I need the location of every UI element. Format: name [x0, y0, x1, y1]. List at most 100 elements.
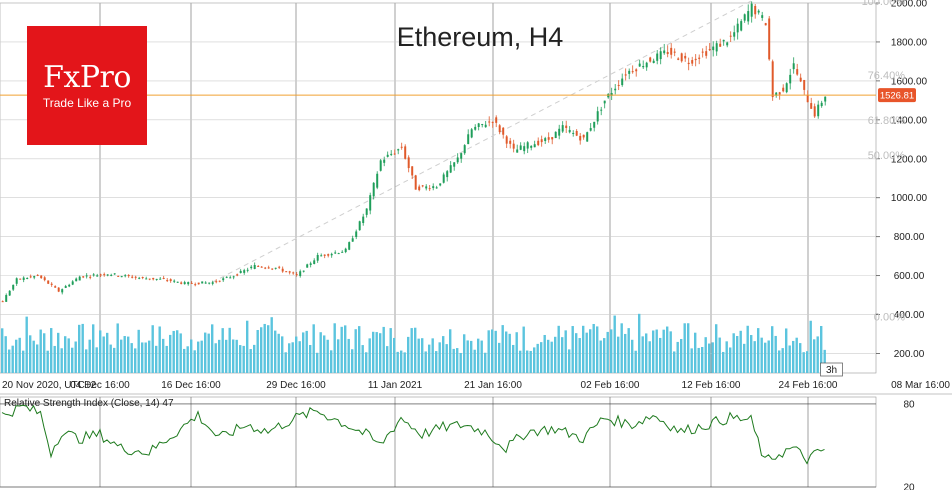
volume-bar [354, 329, 357, 373]
candle-body [26, 278, 29, 280]
volume-bar [599, 340, 602, 373]
candle-body [362, 216, 365, 224]
candle-body [330, 253, 333, 256]
candle-body [278, 266, 281, 268]
volume-bar [582, 325, 585, 373]
candle-body [127, 274, 130, 277]
candle-body [288, 271, 291, 273]
volume-bar [414, 327, 417, 373]
candle-body [761, 15, 764, 18]
candle-body [208, 282, 211, 284]
volume-bar [197, 341, 200, 373]
volume-bar [550, 341, 553, 373]
candle-body [5, 295, 8, 302]
candle-body [750, 3, 753, 17]
y-tick-label: 1800.00 [891, 37, 928, 48]
candle-body [257, 265, 260, 267]
volume-bar [221, 328, 224, 373]
candle-body [477, 123, 480, 128]
candle-body [372, 182, 375, 197]
candle-body [460, 153, 463, 159]
candle-body [316, 254, 319, 261]
candle-body [358, 221, 361, 231]
volume-bar [274, 330, 277, 373]
candle-body [624, 74, 627, 76]
volume-bar [368, 338, 371, 373]
candle-body [124, 275, 127, 277]
volume-bar [669, 331, 672, 373]
candle-body [712, 46, 715, 51]
volume-bar [711, 342, 714, 373]
volume-bar [617, 336, 620, 373]
candle-body [61, 289, 64, 293]
volume-bar [764, 342, 767, 373]
candle-body [173, 280, 176, 282]
volume-bar [456, 348, 459, 373]
candle-body [768, 18, 771, 60]
candle-body [568, 129, 571, 133]
volume-bar [536, 343, 539, 373]
volume-bar [242, 345, 245, 373]
candle-body [446, 171, 449, 178]
candle-body [222, 278, 225, 281]
candle-body [131, 276, 134, 278]
rsi-title: Relative Strength Index (Close, 14) 47 [4, 398, 174, 409]
volume-bar [64, 336, 67, 373]
x-tick-label: 08 Mar 16:00 [891, 380, 950, 391]
volume-bar [88, 339, 91, 373]
candle-body [547, 137, 550, 140]
fib-level-label: 50.00% [868, 150, 906, 162]
volume-bar [151, 325, 154, 373]
candle-body [407, 157, 410, 169]
candle-body [782, 87, 785, 92]
volume-bar [386, 346, 389, 373]
volume-bar [638, 313, 641, 373]
volume-bar [596, 326, 599, 373]
candle-body [428, 188, 431, 190]
candle-body [442, 174, 445, 183]
candle-body [145, 278, 148, 280]
candle-body [236, 274, 239, 276]
candle-body [593, 121, 596, 128]
volume-bar [655, 329, 658, 373]
candle-body [456, 157, 459, 163]
candle-body [775, 92, 778, 96]
volume-bar [225, 339, 228, 373]
volume-bar [260, 327, 263, 373]
current-price-tag [878, 88, 916, 103]
candle-body [250, 266, 253, 269]
candle-body [670, 47, 673, 55]
candle-body [796, 69, 799, 75]
volume-bar [8, 349, 11, 373]
candle-body [498, 125, 501, 132]
candle-body [267, 267, 270, 269]
volume-bar [470, 340, 473, 373]
volume-bar [547, 339, 550, 373]
volume-bar [543, 334, 546, 373]
y-tick-label: 1200.00 [891, 154, 928, 165]
candle-body [656, 53, 659, 61]
candle-body [533, 144, 536, 148]
candle-body [684, 55, 687, 59]
volume-bar [589, 329, 592, 373]
volume-bar [81, 323, 84, 373]
rsi-panel [0, 396, 877, 488]
candle-body [22, 277, 25, 280]
candle-body [474, 126, 477, 130]
volume-bar [480, 340, 483, 373]
candle-body [645, 62, 648, 68]
candle-body [337, 253, 340, 255]
candle-body [589, 128, 592, 131]
candle-body [680, 53, 683, 62]
volume-bar [207, 333, 210, 373]
volume-bar [473, 349, 476, 373]
candle-body [106, 274, 109, 276]
candle-body [365, 208, 368, 215]
volume-bar [193, 350, 196, 373]
candle-body [806, 94, 809, 103]
volume-bar [46, 350, 49, 373]
candle-body [19, 278, 22, 280]
candle-body [726, 42, 729, 46]
candle-body [379, 160, 382, 171]
